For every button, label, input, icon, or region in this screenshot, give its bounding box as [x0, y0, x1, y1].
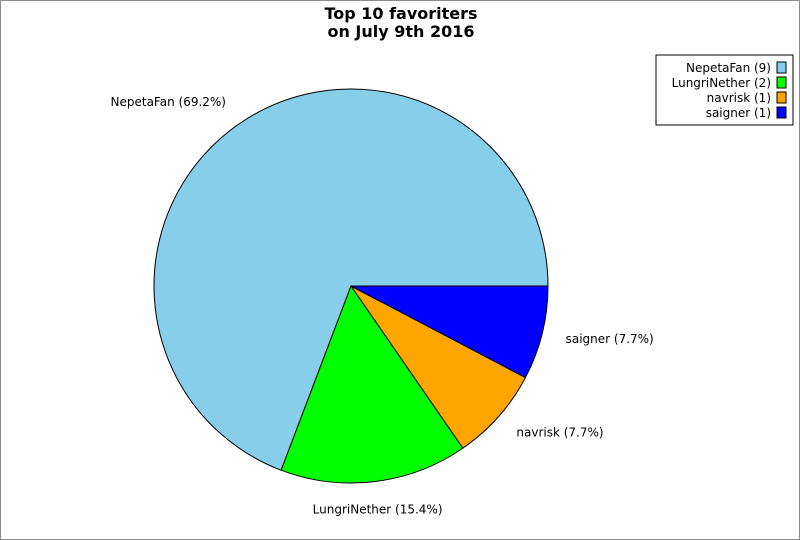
- legend-label-nepetafan: NepetaFan (9): [686, 61, 771, 75]
- legend-label-navrisk: navrisk (1): [707, 91, 771, 105]
- legend-label-saigner: saigner (1): [706, 106, 771, 120]
- slice-label-nepetafan: NepetaFan (69.2%): [111, 95, 226, 109]
- pie-slices: [153, 88, 549, 484]
- legend-swatch-nepetafan: [776, 61, 787, 74]
- pie-slice-labels: NepetaFan (69.2%) LungriNether (15.4%) nav…: [111, 95, 654, 516]
- pie-slice-navrisk: [350, 285, 527, 449]
- pie-slice-lungrinether: [280, 284, 464, 484]
- slice-label-navrisk: navrisk (7.7%): [516, 426, 603, 440]
- legend: NepetaFan (9)LungriNether (2)navrisk (1)…: [655, 54, 794, 126]
- pie-slice-nepetafan: [153, 88, 549, 471]
- legend-label-lungrinether: LungriNether (2): [672, 76, 771, 90]
- slice-label-saigner: saigner (7.7%): [566, 332, 654, 346]
- chart-title-line-2: on July 9th 2016: [327, 22, 474, 41]
- legend-swatch-lungrinether: [776, 76, 787, 89]
- chart-title-line-1: Top 10 favoriters: [324, 4, 477, 23]
- legend-box: [655, 54, 794, 126]
- pie-slice-saigner: [350, 285, 549, 379]
- legend-swatch-navrisk: [776, 91, 787, 104]
- slice-label-lungrinether: LungriNether (15.4%): [313, 502, 443, 516]
- legend-swatch-saigner: [776, 106, 787, 119]
